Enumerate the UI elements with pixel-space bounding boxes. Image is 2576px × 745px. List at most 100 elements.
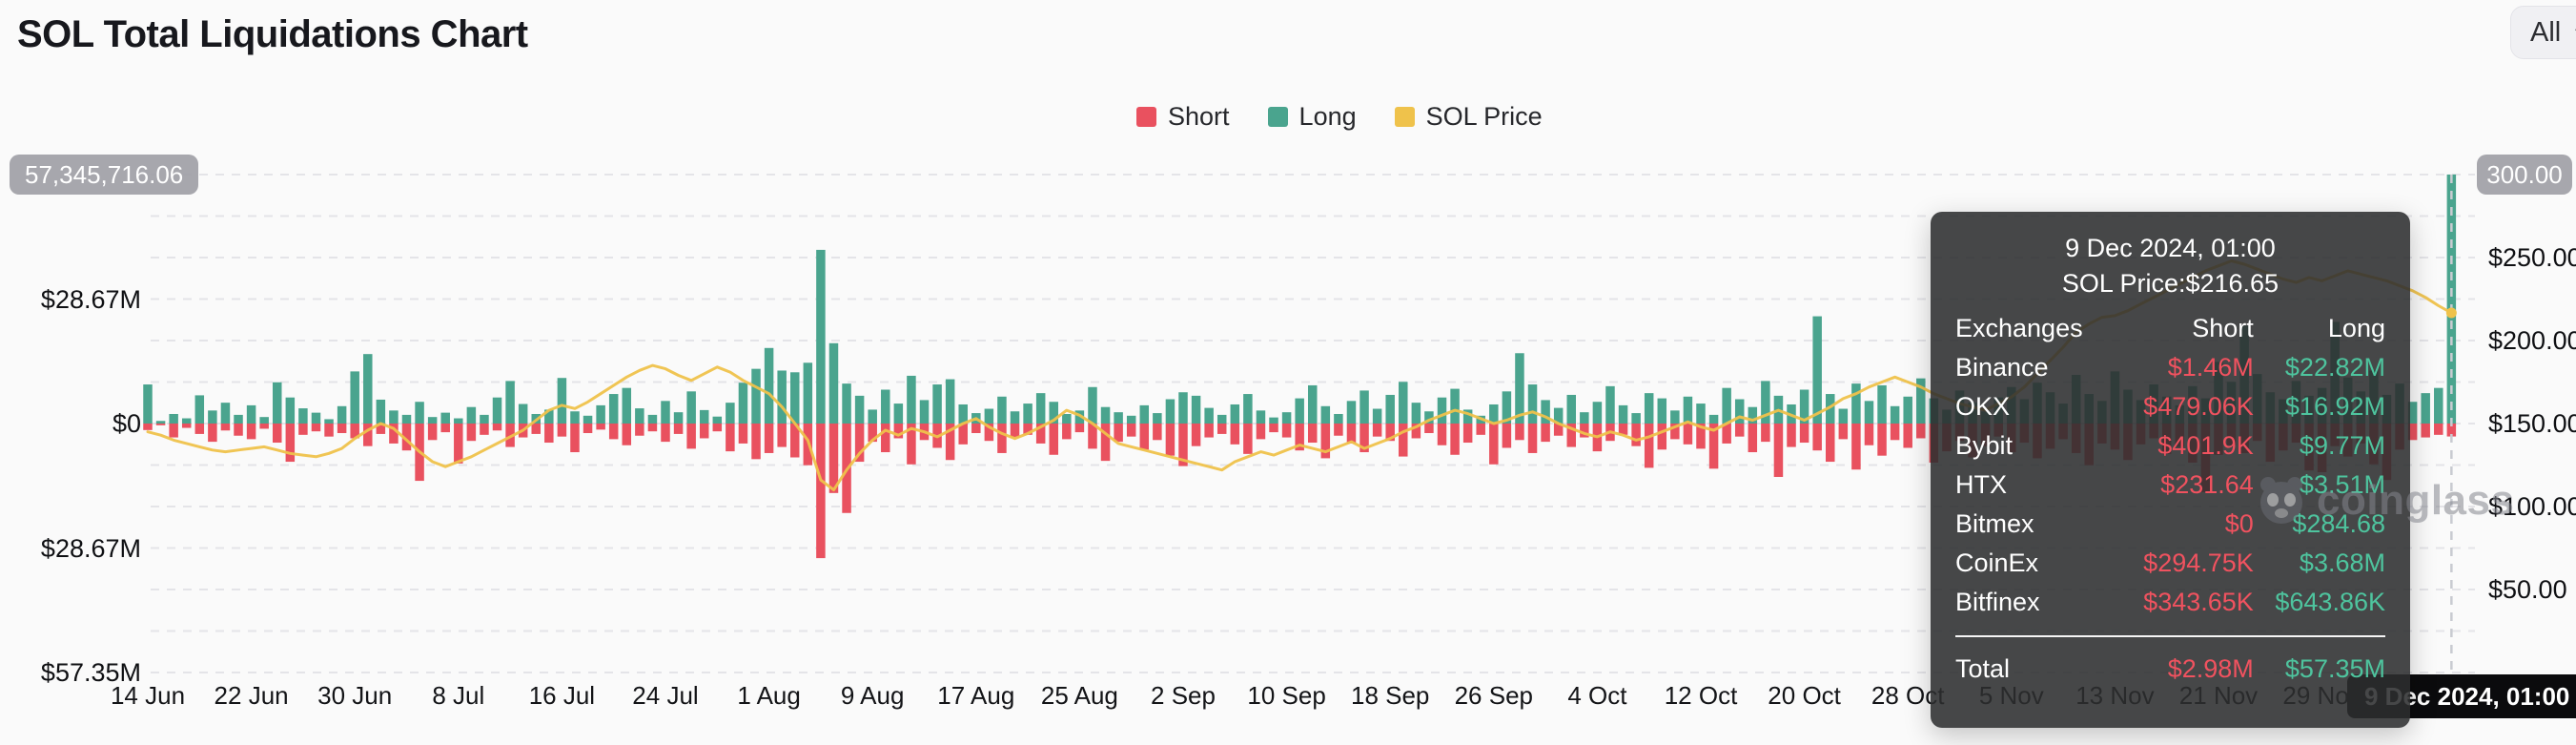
bar-long[interactable] bbox=[1424, 411, 1434, 424]
bar-short[interactable] bbox=[583, 424, 593, 434]
bar-short[interactable] bbox=[1023, 424, 1032, 435]
bar-short[interactable] bbox=[376, 424, 386, 434]
bar-short[interactable] bbox=[531, 424, 542, 434]
bar-short[interactable] bbox=[1295, 424, 1304, 451]
bar-short[interactable] bbox=[958, 424, 968, 445]
bar-short[interactable] bbox=[1527, 424, 1538, 453]
legend-item-sol-price[interactable]: SOL Price bbox=[1394, 102, 1543, 132]
bar-long[interactable] bbox=[1903, 396, 1912, 424]
bar-short[interactable] bbox=[726, 424, 735, 452]
bar-short[interactable] bbox=[1178, 424, 1188, 466]
bar-short[interactable] bbox=[1515, 424, 1524, 441]
bar-short[interactable] bbox=[194, 424, 205, 434]
bar-short[interactable] bbox=[828, 424, 839, 493]
bar-short[interactable] bbox=[2407, 424, 2418, 441]
bar-long[interactable] bbox=[1761, 381, 1770, 424]
bar-long[interactable] bbox=[311, 412, 321, 424]
bar-long[interactable] bbox=[764, 347, 774, 424]
bar-short[interactable] bbox=[1204, 424, 1214, 438]
bar-long[interactable] bbox=[1216, 414, 1227, 424]
bar-long[interactable] bbox=[1916, 378, 1926, 424]
bar-short[interactable] bbox=[1399, 424, 1408, 457]
bar-long[interactable] bbox=[1023, 404, 1032, 424]
bar-long[interactable] bbox=[376, 399, 386, 424]
bar-short[interactable] bbox=[2434, 424, 2443, 435]
bar-short[interactable] bbox=[1799, 424, 1809, 444]
bar-long[interactable] bbox=[1462, 409, 1473, 424]
bar-short[interactable] bbox=[181, 424, 192, 428]
bar-long[interactable] bbox=[738, 383, 748, 424]
bar-long[interactable] bbox=[1696, 404, 1706, 424]
bar-long[interactable] bbox=[1178, 392, 1188, 424]
bar-short[interactable] bbox=[1748, 424, 1758, 453]
bar-long[interactable] bbox=[1527, 384, 1538, 424]
bar-short[interactable] bbox=[1761, 424, 1770, 443]
bar-short[interactable] bbox=[1074, 424, 1085, 433]
bar-long[interactable] bbox=[958, 404, 968, 424]
bar-short[interactable] bbox=[764, 424, 774, 453]
bar-short[interactable] bbox=[1346, 424, 1357, 444]
bar-short[interactable] bbox=[544, 424, 554, 444]
bar-short[interactable] bbox=[246, 424, 256, 440]
bar-short[interactable] bbox=[984, 424, 994, 442]
bar-short[interactable] bbox=[311, 424, 321, 432]
bar-short[interactable] bbox=[854, 424, 865, 463]
bar-long[interactable] bbox=[1515, 353, 1524, 424]
bar-long[interactable] bbox=[596, 404, 605, 424]
bar-short[interactable] bbox=[1696, 424, 1706, 449]
bar-long[interactable] bbox=[259, 417, 269, 424]
bar-long[interactable] bbox=[1877, 384, 1887, 424]
bar-long[interactable] bbox=[1062, 413, 1072, 424]
bar-short[interactable] bbox=[596, 424, 605, 430]
bar-long[interactable] bbox=[622, 387, 632, 424]
bar-long[interactable] bbox=[518, 404, 528, 424]
bar-short[interactable] bbox=[1644, 424, 1654, 468]
bar-long[interactable] bbox=[945, 379, 955, 424]
bar-long[interactable] bbox=[169, 413, 178, 424]
bar-short[interactable] bbox=[1269, 424, 1278, 433]
bar-short[interactable] bbox=[1838, 424, 1849, 440]
bar-short[interactable] bbox=[997, 424, 1007, 453]
bar-long[interactable] bbox=[726, 403, 735, 424]
bar-short[interactable] bbox=[1191, 424, 1201, 446]
bar-long[interactable] bbox=[842, 383, 851, 424]
bar-long[interactable] bbox=[1385, 394, 1395, 424]
bar-short[interactable] bbox=[1787, 424, 1796, 447]
bar-long[interactable] bbox=[350, 371, 359, 424]
bar-short[interactable] bbox=[699, 424, 709, 439]
bar-short[interactable] bbox=[1035, 424, 1046, 444]
bar-long[interactable] bbox=[389, 410, 399, 424]
bar-short[interactable] bbox=[1049, 424, 1059, 455]
bar-long[interactable] bbox=[194, 395, 205, 424]
bar-long[interactable] bbox=[1139, 404, 1150, 424]
bar-long[interactable] bbox=[324, 419, 334, 424]
bar-long[interactable] bbox=[1580, 412, 1589, 424]
bar-long[interactable] bbox=[1566, 394, 1577, 424]
bar-long[interactable] bbox=[2421, 393, 2430, 424]
bar-long[interactable] bbox=[828, 342, 839, 424]
bar-long[interactable] bbox=[143, 384, 153, 424]
bar-short[interactable] bbox=[622, 424, 632, 445]
bar-short[interactable] bbox=[1683, 424, 1693, 445]
bar-short[interactable] bbox=[1502, 424, 1512, 448]
bar-short[interactable] bbox=[1708, 424, 1719, 469]
bar-short[interactable] bbox=[1618, 424, 1628, 435]
bar-long[interactable] bbox=[1670, 410, 1680, 424]
bar-long[interactable] bbox=[492, 397, 502, 424]
bar-long[interactable] bbox=[1450, 388, 1460, 424]
bar-short[interactable] bbox=[1114, 424, 1123, 443]
bar-long[interactable] bbox=[155, 421, 166, 424]
bar-long[interactable] bbox=[2434, 387, 2443, 424]
bar-long[interactable] bbox=[1657, 398, 1667, 424]
bar-long[interactable] bbox=[220, 403, 231, 424]
bar-long[interactable] bbox=[1553, 407, 1564, 424]
bar-long[interactable] bbox=[440, 412, 450, 424]
bar-short[interactable] bbox=[1437, 424, 1447, 445]
bar-short[interactable] bbox=[1903, 424, 1912, 448]
bar-short[interactable] bbox=[881, 424, 890, 453]
bar-long[interactable] bbox=[1489, 404, 1499, 424]
bar-short[interactable] bbox=[712, 424, 723, 432]
bar-short[interactable] bbox=[1320, 424, 1331, 459]
bar-long[interactable] bbox=[1204, 407, 1214, 424]
bar-long[interactable] bbox=[1256, 410, 1266, 424]
